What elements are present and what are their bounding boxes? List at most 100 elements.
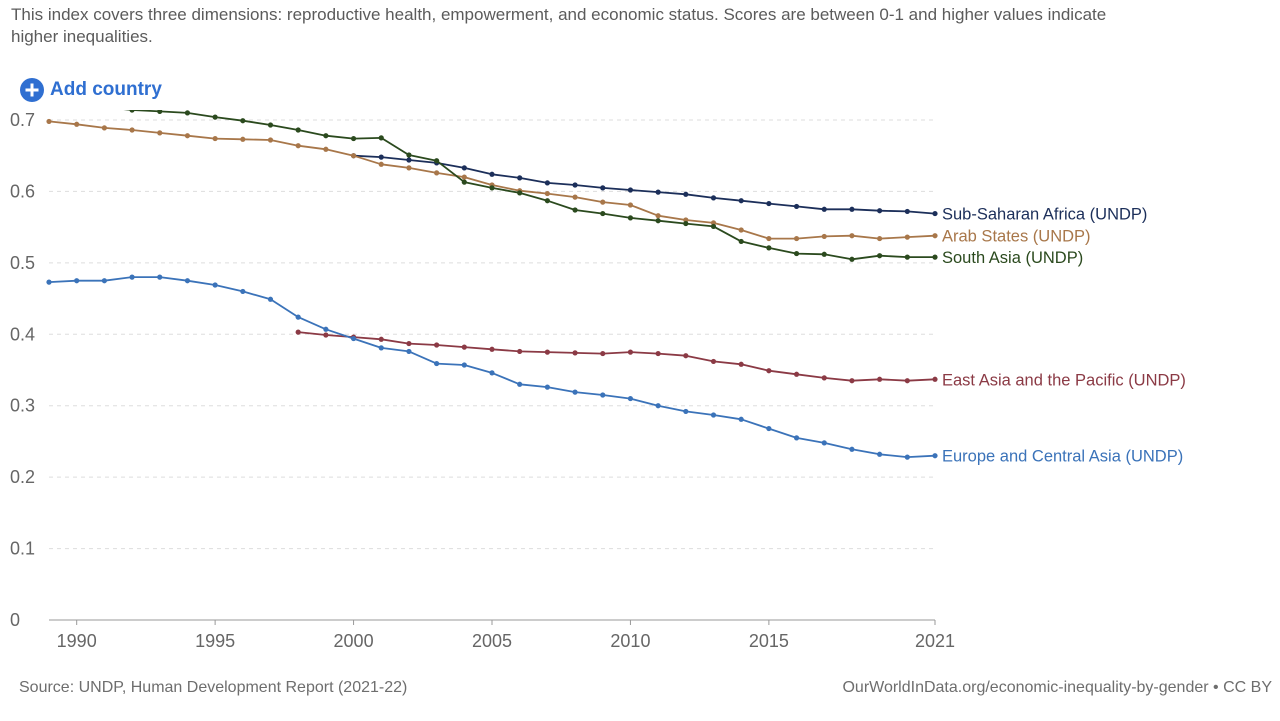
data-point	[932, 376, 938, 382]
data-point	[572, 207, 578, 213]
data-point	[74, 121, 80, 127]
data-point	[212, 114, 218, 120]
data-point	[517, 381, 523, 387]
data-point	[212, 135, 218, 142]
data-point	[877, 235, 883, 242]
data-point	[821, 233, 827, 240]
y-tick-label: 0.5	[10, 253, 35, 273]
data-point	[295, 143, 301, 149]
data-point	[932, 233, 938, 239]
data-point	[904, 378, 910, 384]
data-point	[877, 208, 883, 214]
data-point	[821, 206, 827, 212]
data-point	[406, 348, 412, 355]
data-point	[267, 296, 274, 302]
series-label-3: East Asia and the Pacific (UNDP)	[942, 371, 1186, 389]
data-point	[323, 133, 329, 139]
data-point	[877, 376, 883, 382]
data-point	[600, 199, 606, 205]
data-point	[904, 234, 910, 240]
data-point	[184, 278, 191, 284]
data-point	[517, 348, 523, 355]
add-country-label: Add country	[50, 79, 162, 100]
data-point	[461, 179, 467, 185]
data-point	[655, 189, 661, 195]
data-point	[461, 165, 467, 171]
data-point	[323, 326, 329, 332]
x-tick-label: 2000	[334, 631, 374, 651]
series-line-1	[48, 120, 936, 240]
data-point	[489, 171, 495, 177]
series-line-4	[48, 276, 936, 459]
add-country-button[interactable]: Add country	[20, 77, 162, 103]
data-point	[572, 350, 578, 356]
data-point	[627, 215, 634, 221]
data-point	[627, 395, 634, 402]
data-point	[572, 182, 578, 188]
data-point	[710, 220, 717, 226]
data-point	[212, 282, 218, 288]
y-tick-label: 0.7	[10, 110, 35, 130]
data-point	[323, 332, 329, 338]
series-line-3	[298, 331, 936, 382]
data-point	[240, 288, 246, 295]
data-point	[406, 165, 412, 171]
data-point	[434, 342, 440, 348]
data-point	[129, 274, 135, 280]
data-point	[655, 403, 661, 409]
data-point	[101, 125, 107, 131]
source-note: Source: UNDP, Human Development Report (…	[19, 679, 408, 696]
data-point	[600, 392, 606, 398]
data-point	[683, 408, 689, 415]
data-point	[184, 110, 191, 116]
data-point	[378, 154, 384, 160]
data-point	[655, 218, 661, 224]
data-point	[710, 195, 717, 201]
data-point	[378, 135, 384, 141]
data-point	[932, 254, 938, 260]
data-point	[544, 384, 550, 390]
data-point	[877, 253, 883, 259]
data-point	[489, 370, 495, 376]
data-point	[849, 206, 855, 212]
y-tick-label: 0.6	[10, 181, 35, 201]
data-point	[434, 360, 440, 367]
data-point	[766, 235, 772, 242]
data-point	[74, 278, 80, 284]
data-point	[766, 425, 772, 432]
data-point	[157, 274, 163, 280]
license-label: CC BY	[1223, 679, 1272, 696]
data-point	[461, 344, 467, 350]
data-point	[461, 174, 467, 180]
data-point	[600, 185, 606, 191]
data-point	[627, 187, 634, 193]
data-point	[295, 314, 301, 320]
y-tick-label: 0.1	[10, 539, 35, 559]
data-point	[821, 440, 827, 446]
data-point	[184, 133, 191, 139]
y-tick-label: 0.3	[10, 396, 35, 416]
data-point	[738, 227, 744, 233]
data-point	[904, 254, 910, 260]
source-link[interactable]: OurWorldInData.org/economic-inequality-b…	[842, 679, 1209, 696]
data-point	[738, 361, 744, 367]
data-point	[267, 137, 274, 143]
data-point	[655, 350, 661, 357]
data-point	[240, 136, 246, 142]
data-point	[517, 175, 523, 181]
data-point	[572, 389, 578, 395]
data-point	[323, 146, 329, 152]
data-point	[489, 346, 495, 352]
data-point	[129, 110, 135, 113]
data-point	[544, 190, 550, 197]
data-point	[683, 191, 689, 197]
data-point	[904, 208, 910, 215]
data-point	[157, 130, 163, 136]
y-tick-label: 0.2	[10, 467, 35, 487]
data-point	[378, 161, 384, 167]
chart-subtitle: This index covers three dimensions: repr…	[11, 5, 1107, 46]
data-point	[793, 203, 800, 210]
data-point	[406, 340, 412, 347]
data-point	[766, 245, 772, 251]
data-point	[849, 378, 855, 384]
